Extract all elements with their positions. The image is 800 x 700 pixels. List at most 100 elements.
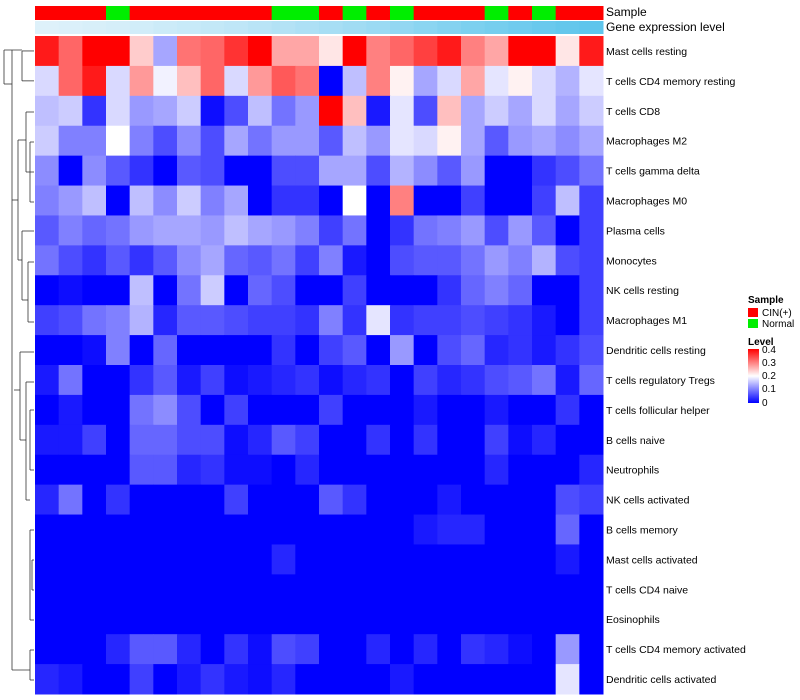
heatmap-cell-r16-c4 — [106, 484, 131, 516]
row-label: T cells CD8 — [606, 106, 660, 118]
heatmap-cell-r14-c16 — [390, 424, 415, 456]
heatmap-cell-r17-c21 — [508, 514, 533, 545]
legend: Sample CIN(+) Normal Level 0.4 0.3 0.2 0… — [748, 295, 794, 409]
gene-level-cell-9 — [224, 21, 249, 34]
heatmap-cell-r6-c16 — [390, 185, 415, 216]
heatmap-cell-r14-c18 — [437, 424, 462, 456]
heatmap-cell-r7-c18 — [437, 215, 462, 246]
heatmap-cell-r19-c1 — [35, 574, 60, 605]
heatmap-cell-r18-c2 — [58, 544, 83, 575]
heatmap-cell-r15-c9 — [224, 454, 249, 486]
heatmap-cell-r19-c18 — [437, 574, 462, 605]
heatmap-cell-r10-c17 — [413, 305, 438, 336]
heatmap-cell-r1-c11 — [271, 36, 296, 67]
heatmap-cell-r9-c3 — [82, 275, 107, 306]
heatmap-cell-r7-c4 — [106, 215, 131, 246]
heatmap-cell-r13-c23 — [555, 394, 580, 426]
heatmap-cell-r17-c1 — [35, 514, 60, 545]
heatmap-cell-r19-c22 — [532, 574, 557, 605]
heatmap-cell-r20-c23 — [555, 604, 580, 635]
sample-cell-17 — [413, 6, 438, 20]
heatmap-cell-r5-c10 — [248, 155, 273, 187]
heatmap-cell-r8-c2 — [58, 245, 83, 276]
heatmap-cell-r17-c2 — [58, 514, 83, 545]
heatmap-cell-r16-c19 — [461, 484, 486, 516]
heatmap-cell-r9-c19 — [461, 275, 486, 306]
heatmap-cell-r2-c18 — [437, 65, 462, 97]
heatmap-cell-r11-c19 — [461, 335, 486, 366]
legend-normal-swatch — [748, 319, 758, 328]
heatmap-cell-r16-c3 — [82, 484, 107, 516]
heatmap-cell-r1-c15 — [366, 36, 391, 67]
heatmap-cell-r19-c8 — [200, 574, 225, 605]
heatmap-cell-r9-c2 — [58, 275, 83, 306]
heatmap-cell-r22-c16 — [390, 664, 415, 695]
heatmap-cell-r4-c4 — [106, 125, 131, 157]
heatmap-cell-r12-c18 — [437, 365, 462, 396]
heatmap-cell-r10-c11 — [271, 305, 296, 336]
heatmap-cell-r17-c8 — [200, 514, 225, 545]
gene-level-cell-2 — [58, 21, 83, 34]
heatmap-cell-r8-c8 — [200, 245, 225, 276]
heatmap-cell-r8-c1 — [35, 245, 60, 276]
heatmap-cell-r4-c17 — [413, 125, 438, 157]
heatmap-cell-r5-c7 — [177, 155, 202, 187]
heatmap-cell-r11-c12 — [295, 335, 320, 366]
heatmap-cell-r2-c3 — [82, 65, 107, 97]
heatmap-cell-r8-c10 — [248, 245, 273, 276]
heatmap-cell-r5-c3 — [82, 155, 107, 187]
heatmap-cell-r4-c6 — [153, 125, 178, 157]
heatmap-cell-r11-c4 — [106, 335, 131, 366]
heatmap-cell-r7-c17 — [413, 215, 438, 246]
heatmap-cell-r3-c7 — [177, 95, 202, 127]
gene-level-cell-10 — [248, 21, 273, 34]
heatmap-cell-r14-c8 — [200, 424, 225, 456]
heatmap-cell-r4-c23 — [555, 125, 580, 157]
heatmap-cell-r20-c10 — [248, 604, 273, 635]
sample-cell-2 — [58, 6, 83, 20]
row-label: Macrophages M0 — [606, 196, 687, 208]
heatmap-cell-r15-c22 — [532, 454, 557, 486]
heatmap-cell-r19-c4 — [106, 574, 131, 605]
heatmap-cell-r17-c11 — [271, 514, 296, 545]
heatmap-cell-r12-c19 — [461, 365, 486, 396]
heatmap-cell-r1-c12 — [295, 36, 320, 67]
heatmap-cell-r22-c8 — [200, 664, 225, 695]
heatmap-cell-r10-c21 — [508, 305, 533, 336]
row-label: B cells memory — [606, 525, 679, 537]
heatmap-cell-r3-c22 — [532, 95, 557, 127]
heatmap-cell-r18-c17 — [413, 544, 438, 575]
heatmap-cell-r22-c15 — [366, 664, 391, 695]
heatmap-cell-r19-c9 — [224, 574, 249, 605]
heatmap-cells — [35, 36, 604, 695]
heatmap-cell-r4-c10 — [248, 125, 273, 157]
heatmap-cell-r22-c4 — [106, 664, 131, 695]
heatmap-cell-r7-c2 — [58, 215, 83, 246]
row-label: T cells regulatory Tregs — [606, 375, 715, 387]
heatmap-cell-r13-c8 — [200, 394, 225, 426]
heatmap-cell-r15-c3 — [82, 454, 107, 486]
heatmap-cell-r19-c3 — [82, 574, 107, 605]
heatmap-cell-r8-c18 — [437, 245, 462, 276]
heatmap-cell-r5-c11 — [271, 155, 296, 187]
heatmap-cell-r10-c4 — [106, 305, 131, 336]
heatmap-cell-r16-c14 — [342, 484, 367, 516]
heatmap-cell-r12-c2 — [58, 365, 83, 396]
heatmap-cell-r11-c15 — [366, 335, 391, 366]
heatmap-cell-r2-c21 — [508, 65, 533, 97]
heatmap-cell-r11-c22 — [532, 335, 557, 366]
heatmap-cell-r11-c5 — [129, 335, 154, 366]
heatmap-cell-r9-c11 — [271, 275, 296, 306]
heatmap-cell-r4-c14 — [342, 125, 367, 157]
heatmap-cell-r12-c7 — [177, 365, 202, 396]
row-label: Eosinophils — [606, 614, 660, 626]
heatmap-cell-r4-c8 — [200, 125, 225, 157]
heatmap-cell-r15-c23 — [555, 454, 580, 486]
heatmap-cell-r2-c19 — [461, 65, 486, 97]
heatmap-cell-r21-c20 — [484, 634, 509, 665]
heatmap-cell-r14-c13 — [319, 424, 344, 456]
heatmap-cell-r10-c20 — [484, 305, 509, 336]
heatmap-cell-r7-c1 — [35, 215, 60, 246]
heatmap-cell-r5-c16 — [390, 155, 415, 187]
heatmap-cell-r18-c19 — [461, 544, 486, 575]
